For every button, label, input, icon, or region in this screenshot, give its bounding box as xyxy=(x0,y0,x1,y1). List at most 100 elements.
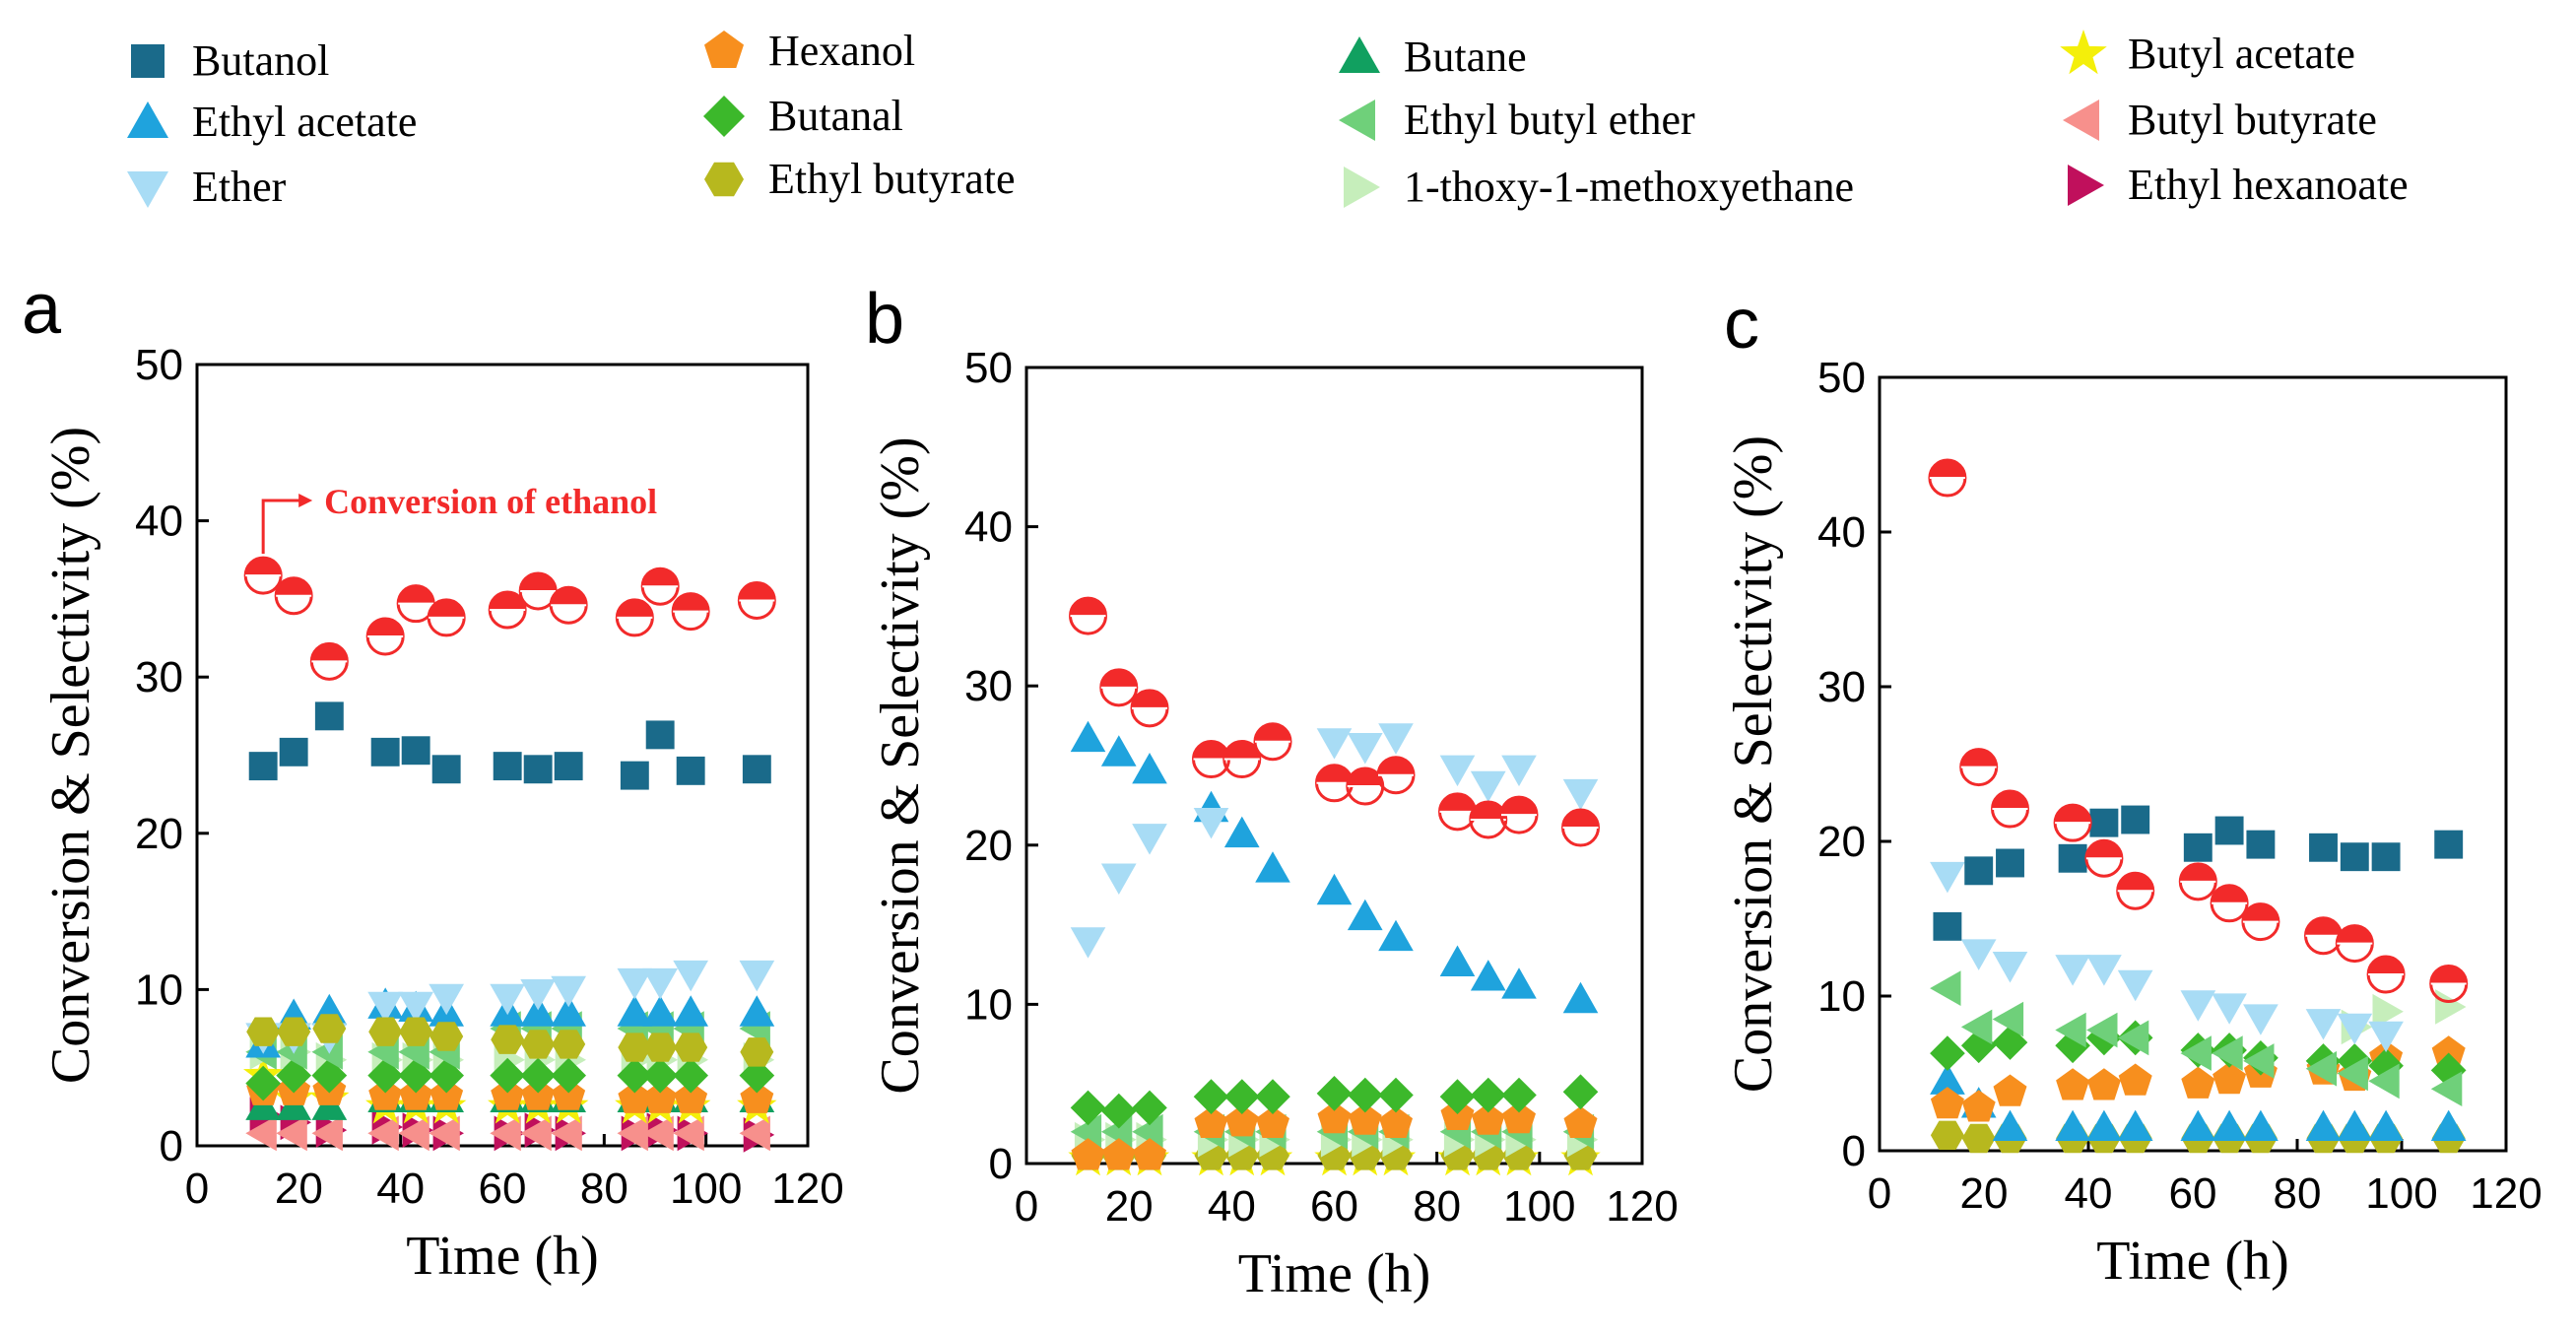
series-butyl-butyrate xyxy=(245,1115,770,1152)
legend-label: Ethyl butyrate xyxy=(768,155,1016,203)
x-tick-label: 40 xyxy=(2065,1169,2113,1218)
point-butanol xyxy=(742,755,771,784)
point-conversion-of-ethanol xyxy=(615,598,654,637)
legend-marker-1-thoxy-1-methoxyethane xyxy=(1344,167,1380,208)
legend-label: Butane xyxy=(1404,33,1527,81)
legend-item-butyl-acetate: Butyl acetate xyxy=(2060,30,2355,78)
point-butanal xyxy=(1470,1077,1506,1113)
point-ether xyxy=(1501,755,1537,787)
point-ethyl-butyl-ether xyxy=(2305,1050,2338,1087)
point-ether xyxy=(2117,969,2153,1002)
point-ether xyxy=(490,983,525,1016)
point-ethyl-acetate xyxy=(1223,816,1260,848)
point-ether xyxy=(1347,733,1383,765)
point-ethyl-acetate xyxy=(1470,960,1506,991)
x-axis-title: Time (h) xyxy=(2096,1231,2289,1292)
point-ether xyxy=(2086,955,2122,986)
point-ethyl-butyl-ether xyxy=(2368,1063,2400,1100)
point-butanal xyxy=(490,1057,525,1094)
point-butanol xyxy=(431,755,461,784)
point-hexanol xyxy=(1471,1102,1505,1135)
point-ether xyxy=(2212,993,2247,1025)
panel-label-b: b xyxy=(865,280,904,359)
point-butanal xyxy=(1132,1090,1167,1126)
point-hexanol xyxy=(1563,1105,1598,1138)
y-tick-label: 0 xyxy=(989,1140,1013,1188)
point-hexanol xyxy=(399,1078,433,1110)
point-hexanol xyxy=(1224,1104,1259,1137)
series-hexanol xyxy=(1071,1098,1598,1170)
point-hexanol xyxy=(1502,1100,1536,1134)
x-tick-label: 20 xyxy=(275,1165,323,1213)
point-ether xyxy=(1992,952,2028,983)
point-butanol xyxy=(314,701,344,731)
legend-label: Butanol xyxy=(192,36,329,85)
point-hexanol xyxy=(2213,1061,2247,1095)
point-butanal xyxy=(1378,1077,1414,1113)
legend-item-ethyl-acetate: Ethyl acetate xyxy=(127,98,417,146)
point-butanol xyxy=(2058,843,2087,873)
point-conversion-of-ethanol xyxy=(1099,668,1139,707)
point-butyl-butyrate xyxy=(276,1115,307,1152)
point-ethyl-butyrate xyxy=(312,1014,347,1043)
point-ether xyxy=(367,991,403,1024)
point-ethyl-acetate xyxy=(2337,1109,2373,1141)
annotation-text: Conversion of ethanol xyxy=(324,482,657,521)
y-tick-label: 10 xyxy=(964,980,1013,1029)
panel-b: b 0 20 40 60 80 100 120 0 10 20 30 40 50 Time (h) Conv… xyxy=(865,280,1679,1304)
point-butyl-butyrate xyxy=(367,1115,399,1152)
point-butyl-butyrate xyxy=(398,1115,429,1152)
point-butanal xyxy=(1930,1035,1965,1071)
legend-label: Ethyl hexanoate xyxy=(2128,161,2409,209)
point-ethyl-butyrate xyxy=(643,1033,678,1062)
point-conversion-of-ethanol xyxy=(274,576,313,616)
point-ethyl-butyrate xyxy=(1961,1123,1996,1154)
point-conversion-of-ethanol xyxy=(2429,964,2469,1003)
point-ethyl-acetate xyxy=(2117,1109,2153,1141)
point-butanal xyxy=(1100,1093,1137,1129)
legend-item-ether: Ether xyxy=(127,163,287,211)
point-hexanol xyxy=(1993,1074,2027,1106)
point-ethyl-acetate xyxy=(1132,753,1167,784)
series-butanol xyxy=(248,701,771,790)
y-tick-label: 0 xyxy=(160,1122,183,1170)
point-ether xyxy=(642,967,678,1000)
point-conversion-of-ethanol xyxy=(2241,902,2280,942)
point-ether xyxy=(429,983,464,1016)
point-ethyl-acetate xyxy=(1439,945,1476,976)
y-axis-title: Conversion & Selectivity (%) xyxy=(1723,435,1784,1093)
legend-marker-butanal xyxy=(703,96,745,137)
data-points xyxy=(243,556,777,1153)
legend-marker-butanol xyxy=(131,44,165,78)
point-butanol xyxy=(370,737,400,766)
point-butanol xyxy=(279,737,308,766)
point-butanol xyxy=(2089,808,2119,837)
point-butanol xyxy=(493,752,522,781)
x-tick-label: 80 xyxy=(2274,1169,2322,1218)
x-tick-label: 0 xyxy=(185,1165,209,1213)
y-tick-label: 0 xyxy=(1842,1127,1866,1175)
point-conversion-of-ethanol xyxy=(365,617,405,656)
point-butyl-butyrate xyxy=(429,1115,460,1152)
y-tick-label: 10 xyxy=(135,966,183,1014)
y-tick-label: 20 xyxy=(964,822,1013,870)
point-conversion-of-ethanol xyxy=(2116,871,2155,910)
series-ethyl-butyl-ether xyxy=(1930,970,2463,1106)
point-ethyl-acetate xyxy=(1347,899,1383,931)
point-butyl-butyrate xyxy=(490,1115,521,1152)
legend-label: Ether xyxy=(192,163,287,211)
point-ethyl-butyl-ether xyxy=(2086,1012,2118,1048)
point-butanol xyxy=(2309,833,2338,862)
legend-item-butanol: Butanol xyxy=(131,36,329,85)
point-butanal xyxy=(673,1057,708,1094)
point-butanol xyxy=(2246,830,2276,859)
point-ether xyxy=(1070,927,1106,959)
point-ethyl-butyrate xyxy=(277,1017,311,1046)
point-conversion-of-ethanol xyxy=(2084,838,2124,878)
point-ethyl-acetate xyxy=(673,995,708,1027)
point-butanol xyxy=(248,752,278,781)
x-tick-label: 120 xyxy=(2470,1169,2542,1218)
legend-marker-ethyl-acetate xyxy=(127,101,168,138)
point-conversion-of-ethanol xyxy=(2053,803,2092,842)
